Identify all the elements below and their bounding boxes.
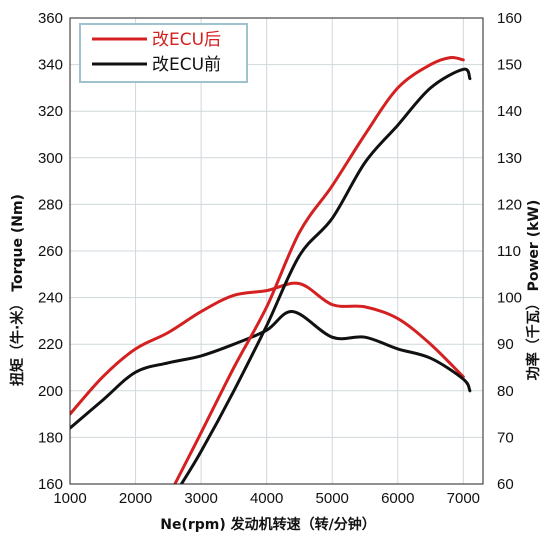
y-right-tick-label: 130 (497, 150, 522, 167)
y-right-tick-label: 110 (497, 243, 521, 260)
legend-box (79, 23, 248, 83)
y-left-tick-label: 260 (38, 243, 63, 260)
y-left-tick-label: 300 (38, 150, 63, 167)
y-right-tick-label: 80 (497, 383, 514, 400)
x-tick-label: 1000 (53, 490, 86, 507)
y-left-tick-label: 200 (38, 383, 63, 400)
series-line-power-after (173, 55, 465, 484)
tick-labels: 1000 2000 3000 4000 5000 6000 7000 160 180 200 220… (38, 10, 522, 507)
y-right-tick-label: 120 (497, 196, 522, 213)
y-left-tick-label: 360 (38, 10, 63, 27)
y-right-tick-label: 160 (497, 10, 522, 27)
y-left-tick-label: 240 (38, 290, 63, 307)
x-tick-label: 6000 (381, 490, 414, 507)
x-tick-label: 3000 (184, 490, 217, 507)
series-lines (70, 55, 472, 484)
legend-label-before: 改ECU前 (152, 55, 221, 75)
y-right-tick-label: 90 (497, 336, 514, 353)
y-right-tick-label: 70 (497, 429, 514, 446)
series-line-torque-before (70, 310, 472, 430)
y-left-tick-label: 180 (38, 429, 63, 446)
y-left-axis-title: 扭矩（牛·米） Torque (Nm) (9, 194, 26, 386)
series-line-power-before (179, 67, 472, 484)
y-right-tick-label: 100 (497, 290, 522, 307)
x-tick-label: 2000 (119, 490, 152, 507)
x-tick-label: 7000 (447, 490, 480, 507)
y-right-tick-label: 150 (497, 57, 522, 74)
series-line-torque-after (70, 281, 465, 416)
y-right-tick-label: 140 (497, 103, 522, 120)
y-left-tick-label: 160 (38, 476, 63, 493)
y-left-tick-label: 280 (38, 196, 63, 213)
x-tick-label: 4000 (250, 490, 283, 507)
y-right-tick-label: 60 (497, 476, 514, 493)
plot-frame (69, 17, 484, 485)
x-axis-title: Ne(rpm) 发动机转速（转/分钟） (160, 516, 376, 533)
legend: 改ECU后 改ECU前 (79, 23, 248, 83)
x-tick-label: 5000 (316, 490, 349, 507)
legend-label-after: 改ECU后 (152, 30, 221, 50)
y-left-tick-label: 340 (38, 57, 63, 74)
y-left-tick-label: 320 (38, 103, 63, 120)
y-left-tick-label: 220 (38, 336, 63, 353)
y-right-axis-title: 功率（千瓦） Power (kW) (525, 200, 542, 381)
